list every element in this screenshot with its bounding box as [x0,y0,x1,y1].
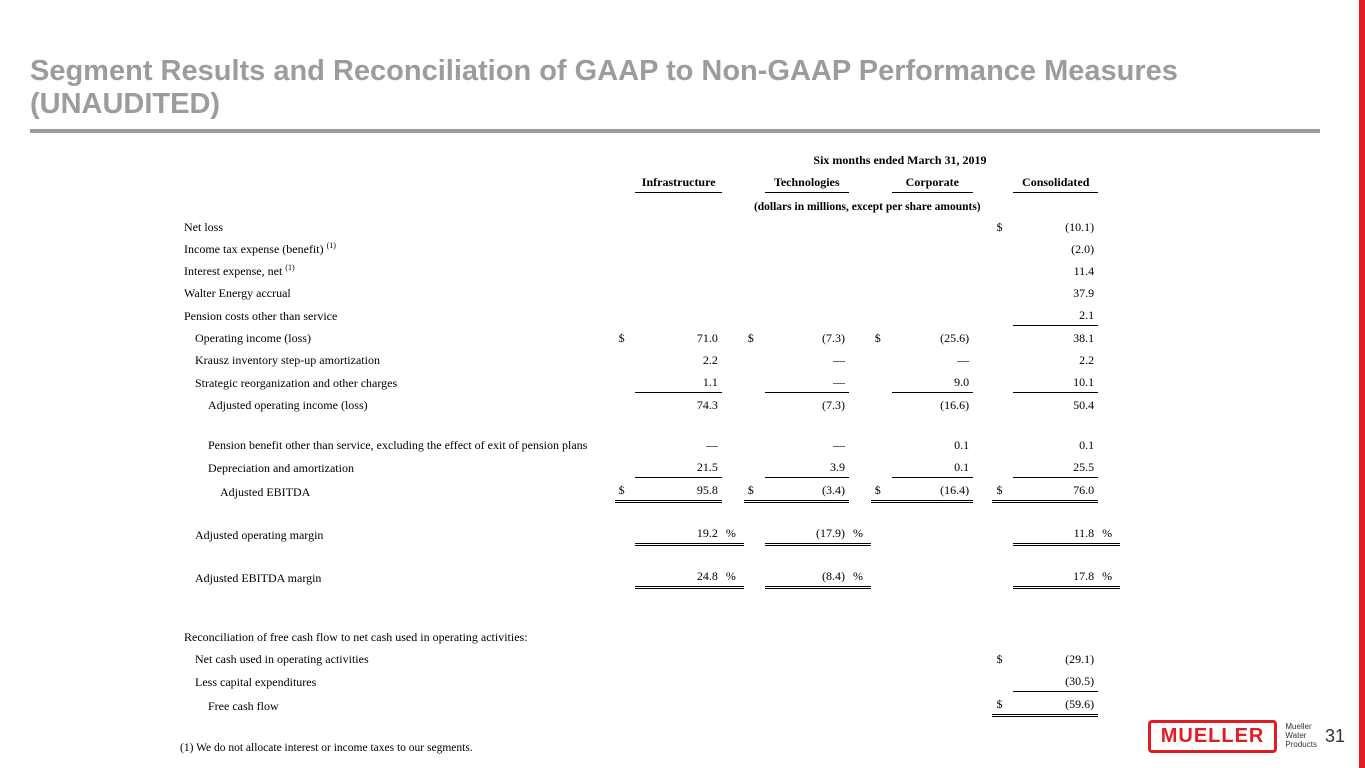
row-adj-ebitda-margin: Adjusted EBITDA margin 24.8% (8.4)% 17.8… [180,564,1120,588]
page-number: 31 [1325,726,1345,747]
row-strategic: Strategic reorganization and other charg… [180,370,1120,393]
row-dep-amort: Depreciation and amortization 21.5 3.9 0… [180,455,1120,478]
row-walter: Walter Energy accrual 37.9 [180,281,1120,303]
row-capex: Less capital expenditures (30.5) [180,669,1120,692]
units-subheader-row: (dollars in millions, except per share a… [180,193,1120,216]
row-adj-op-margin: Adjusted operating margin 19.2% (17.9)% … [180,521,1120,545]
col-corporate: Corporate [892,170,974,193]
mueller-logo: MUELLER [1148,720,1278,753]
logo-subtitle: Mueller Water Products [1285,723,1317,749]
footer: MUELLER Mueller Water Products 31 [1148,720,1345,753]
row-interest: Interest expense, net (1) 11.4 [180,259,1120,281]
row-adj-op-income: Adjusted operating income (loss) 74.3 (7… [180,393,1120,416]
period-header: Six months ended March 31, 2019 [180,153,1120,168]
row-income-tax: Income tax expense (benefit) (1) (2.0) [180,237,1120,259]
row-pension-benefit: Pension benefit other than service, excl… [180,433,1120,455]
row-pension-costs: Pension costs other than service 2.1 [180,303,1120,326]
col-consolidated: Consolidated [1013,170,1098,193]
row-adj-ebitda: Adjusted EBITDA $95.8 $(3.4) $(16.4) $76… [180,478,1120,502]
row-krausz: Krausz inventory step-up amortization 2.… [180,348,1120,370]
column-headers-row: Infrastructure Technologies Corporate Co… [180,170,1120,193]
units-subheader: (dollars in millions, except per share a… [615,193,1120,216]
row-fcf: Free cash flow $(59.6) [180,692,1120,716]
col-technologies: Technologies [765,170,849,193]
row-net-cash: Net cash used in operating activities $(… [180,647,1120,669]
segment-results-table: Infrastructure Technologies Corporate Co… [180,170,1120,717]
brand-accent-bar [1359,0,1365,768]
financial-table-container: Six months ended March 31, 2019 Infrastr… [0,133,1120,754]
row-fcf-header: Reconciliation of free cash flow to net … [180,625,1120,647]
footnote: (1) We do not allocate interest or incom… [180,717,1120,754]
row-net-loss: Net loss $(10.1) [180,215,1120,237]
col-infrastructure: Infrastructure [635,170,721,193]
page-title: Segment Results and Reconciliation of GA… [0,0,1365,129]
row-operating-income: Operating income (loss) $71.0 $(7.3) $(2… [180,326,1120,349]
